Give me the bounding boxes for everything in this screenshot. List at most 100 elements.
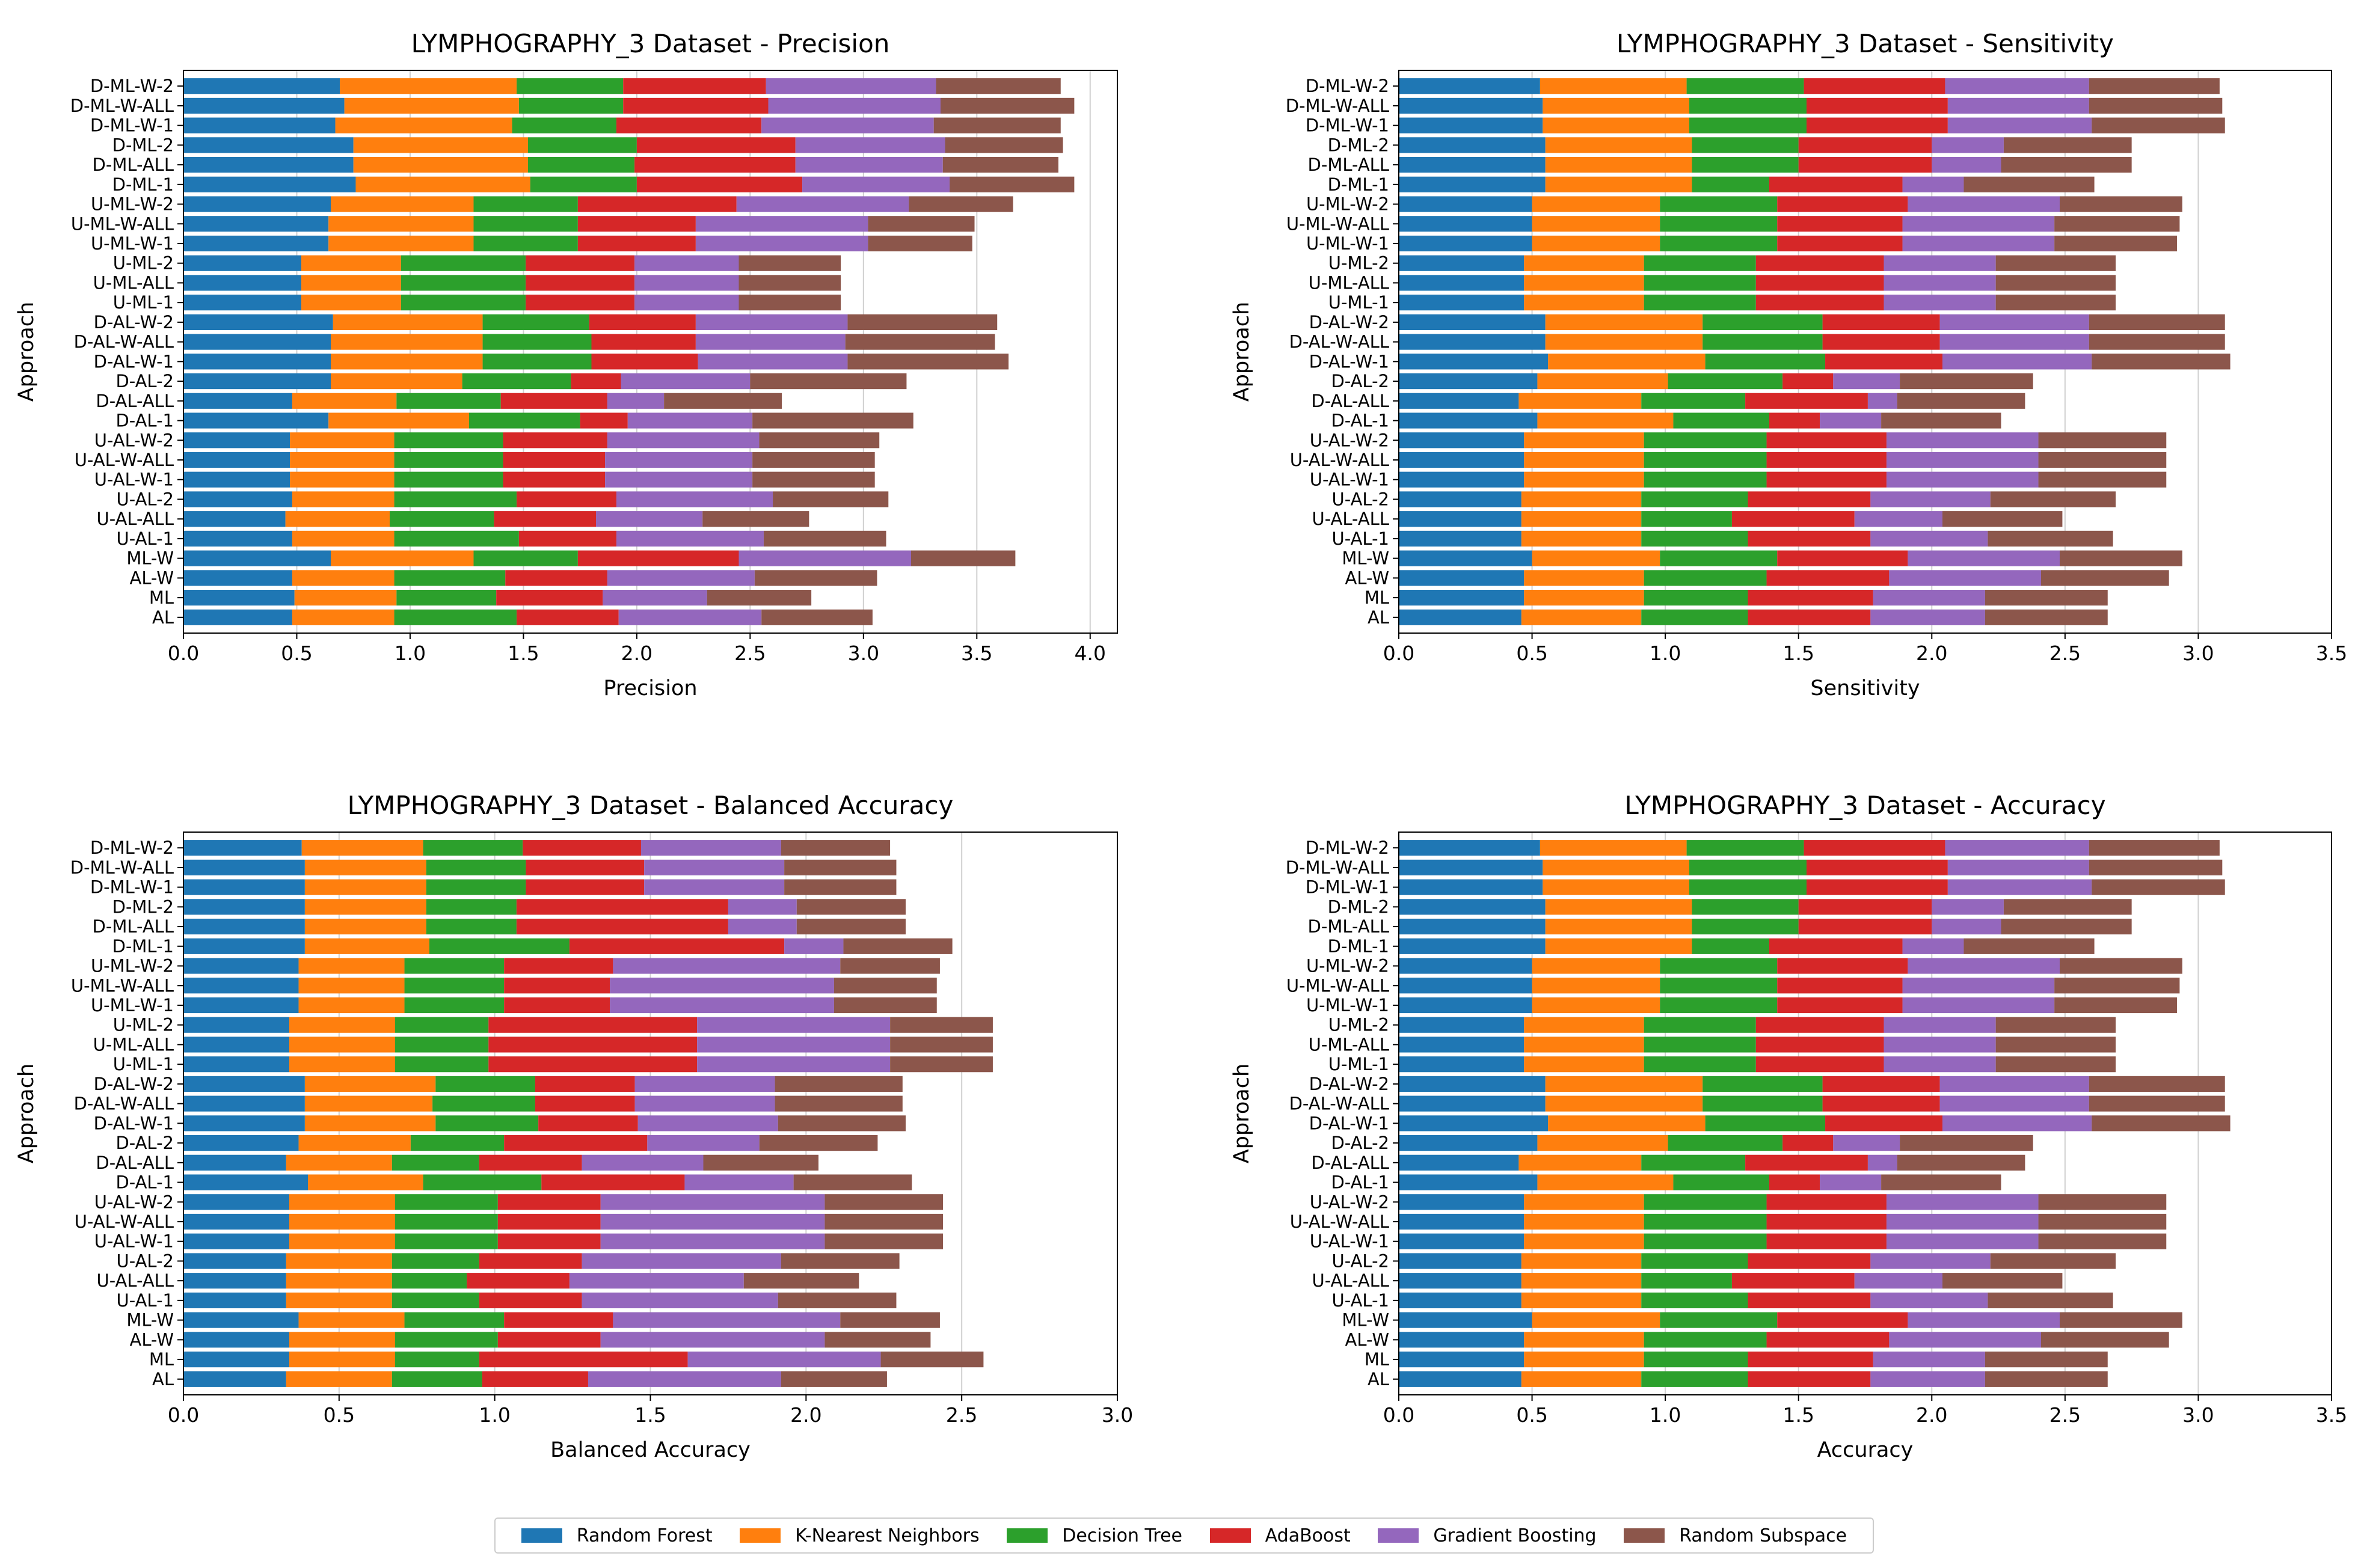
y-tick-label: D-ML-W-1 xyxy=(90,115,174,136)
y-tick-label: U-AL-2 xyxy=(1332,1251,1389,1271)
bar-u-ml-w-2-gradient-boosting xyxy=(1908,196,2060,212)
bar-ml-w-adaboost xyxy=(1777,550,1908,566)
bar-d-ml-w-2-random-forest xyxy=(183,78,340,94)
x-tick-label: 2.5 xyxy=(734,642,766,665)
bar-d-al-w-2-adaboost xyxy=(535,1076,635,1092)
y-tick-label: D-ML-W-1 xyxy=(1306,877,1389,898)
bar-u-ml-all-decision-tree xyxy=(401,275,526,291)
bar-d-al-1-random-subspace xyxy=(752,412,913,429)
bar-u-ml-1-adaboost xyxy=(1755,1056,1884,1073)
y-tick-label: U-ML-1 xyxy=(113,1054,174,1074)
bar-d-ml-w-2-random-subspace xyxy=(2089,840,2220,856)
y-tick-label: U-ML-2 xyxy=(1328,1015,1389,1035)
x-tick-label: 1.0 xyxy=(479,1403,510,1427)
bar-u-al-w-2-decision-tree xyxy=(395,1194,498,1210)
bar-d-ml-2-random-subspace xyxy=(2003,137,2132,153)
bar-u-ml-all-k-nearest-neighbors xyxy=(1524,1037,1644,1053)
bar-d-ml-1-random-subspace xyxy=(950,176,1075,192)
bar-u-ml-all-adaboost xyxy=(526,275,635,291)
bar-d-ml-w-2-decision-tree xyxy=(423,840,523,856)
bar-u-al-1-gradient-boosting xyxy=(1870,1292,1988,1308)
bar-u-al-2-random-subspace xyxy=(1990,1253,2116,1269)
y-tick-label: U-AL-W-2 xyxy=(94,1192,174,1212)
x-tick-label: 0.0 xyxy=(168,1403,199,1427)
y-tick-label: D-AL-1 xyxy=(115,411,174,431)
bar-d-al-2-gradient-boosting xyxy=(1833,1135,1900,1151)
bar-d-ml-w-2-adaboost xyxy=(623,78,766,94)
x-tick-label: 3.0 xyxy=(2182,1403,2214,1427)
bar-u-ml-2-random-forest xyxy=(1399,255,1524,271)
bar-d-al-2-adaboost xyxy=(1782,373,1834,390)
chart-lymphography-3-dataset-precision: D-ML-W-2D-ML-W-ALLD-ML-W-1D-ML-2D-ML-ALL… xyxy=(14,29,1118,700)
bar-d-al-w-all-gradient-boosting xyxy=(634,1095,775,1112)
bar-u-ml-w-all-random-forest xyxy=(1399,216,1532,232)
bar-u-ml-all-random-subspace xyxy=(1995,1037,2116,1053)
bar-u-ml-w-all-adaboost xyxy=(1777,978,1903,994)
x-tick-label: 4.0 xyxy=(1075,642,1106,665)
bar-d-ml-w-1-k-nearest-neighbors xyxy=(335,117,512,133)
bar-u-al-1-gradient-boosting xyxy=(582,1292,778,1308)
bar-u-ml-w-1-gradient-boosting xyxy=(610,997,834,1014)
bar-d-ml-w-2-gradient-boosting xyxy=(766,78,936,94)
bar-u-al-1-random-forest xyxy=(183,1292,286,1308)
bar-d-ml-w-all-k-nearest-neighbors xyxy=(304,859,426,875)
bar-d-al-all-gradient-boosting xyxy=(1867,393,1897,409)
bar-d-ml-2-adaboost xyxy=(636,137,796,153)
bar-d-al-w-1-adaboost xyxy=(538,1115,638,1132)
bar-u-ml-1-random-subspace xyxy=(738,295,841,311)
y-tick-label: D-ML-W-ALL xyxy=(1286,857,1389,878)
bar-u-al-1-gradient-boosting xyxy=(1870,530,1988,547)
bar-ml-adaboost xyxy=(1748,590,1873,606)
y-tick-label: U-AL-ALL xyxy=(96,1270,174,1291)
bar-u-ml-w-all-random-subspace xyxy=(2054,216,2180,232)
bar-u-al-w-1-decision-tree xyxy=(395,1233,498,1249)
bar-u-ml-1-random-forest xyxy=(183,1056,290,1073)
bar-u-ml-w-1-k-nearest-neighbors xyxy=(1532,235,1660,252)
bar-u-ml-w-1-random-forest xyxy=(183,997,299,1014)
bar-u-al-w-2-random-subspace xyxy=(824,1194,944,1210)
bar-u-ml-1-decision-tree xyxy=(1644,1056,1756,1073)
bar-d-ml-2-k-nearest-neighbors xyxy=(1545,137,1692,153)
bar-d-ml-w-2-random-subspace xyxy=(781,840,891,856)
x-tick-label: 3.0 xyxy=(1102,1403,1133,1427)
bar-d-al-1-adaboost xyxy=(580,412,628,429)
y-tick-label: D-ML-1 xyxy=(1328,936,1389,957)
bar-d-al-1-adaboost xyxy=(1769,1174,1820,1190)
bar-d-al-w-2-random-subspace xyxy=(2089,1076,2225,1092)
bar-d-al-all-random-forest xyxy=(1399,393,1519,409)
bar-d-al-1-gradient-boosting xyxy=(627,412,753,429)
bar-d-ml-2-random-forest xyxy=(183,137,354,153)
y-tick-label: AL xyxy=(1368,1369,1389,1389)
bar-u-al-w-all-adaboost xyxy=(503,452,606,468)
y-tick-label: U-ML-W-ALL xyxy=(71,975,174,996)
bar-u-al-w-1-random-subspace xyxy=(752,471,875,488)
bar-d-al-w-all-decision-tree xyxy=(482,334,592,350)
y-tick-label: U-ML-W-1 xyxy=(91,995,174,1015)
bar-ml-w-gradient-boosting xyxy=(1908,1312,2060,1328)
bar-u-al-2-k-nearest-neighbors xyxy=(292,491,395,507)
y-tick-label: D-AL-W-ALL xyxy=(74,1094,174,1114)
y-tick-label: U-ML-W-ALL xyxy=(71,213,174,234)
bar-d-ml-1-decision-tree xyxy=(1692,176,1769,192)
bar-al-random-subspace xyxy=(761,609,873,625)
bar-ml-w-random-forest xyxy=(1399,550,1532,566)
bar-d-al-w-2-random-subspace xyxy=(2089,314,2225,330)
y-tick-label: D-ML-1 xyxy=(112,936,174,957)
y-tick-label: U-AL-W-1 xyxy=(1310,470,1389,490)
y-tick-label: D-AL-ALL xyxy=(96,1153,174,1173)
bar-u-ml-w-1-random-forest xyxy=(183,235,329,252)
bar-d-ml-1-gradient-boosting xyxy=(784,938,844,954)
bar-d-al-w-1-k-nearest-neighbors xyxy=(304,1115,436,1132)
bar-u-al-all-random-forest xyxy=(183,1273,286,1289)
bar-u-ml-w-all-decision-tree xyxy=(1660,978,1778,994)
bar-u-ml-all-adaboost xyxy=(488,1037,698,1053)
bar-ml-k-nearest-neighbors xyxy=(289,1352,396,1368)
bar-d-ml-2-random-forest xyxy=(1399,137,1546,153)
bar-d-ml-w-all-decision-tree xyxy=(426,859,526,875)
bar-u-al-w-1-decision-tree xyxy=(394,471,503,488)
bar-ml-w-decision-tree xyxy=(404,1312,505,1328)
bar-d-ml-w-1-random-forest xyxy=(183,117,336,133)
bar-u-al-2-random-subspace xyxy=(773,491,889,507)
bar-u-ml-all-random-subspace xyxy=(890,1037,993,1053)
y-tick-label: U-AL-ALL xyxy=(96,509,174,529)
